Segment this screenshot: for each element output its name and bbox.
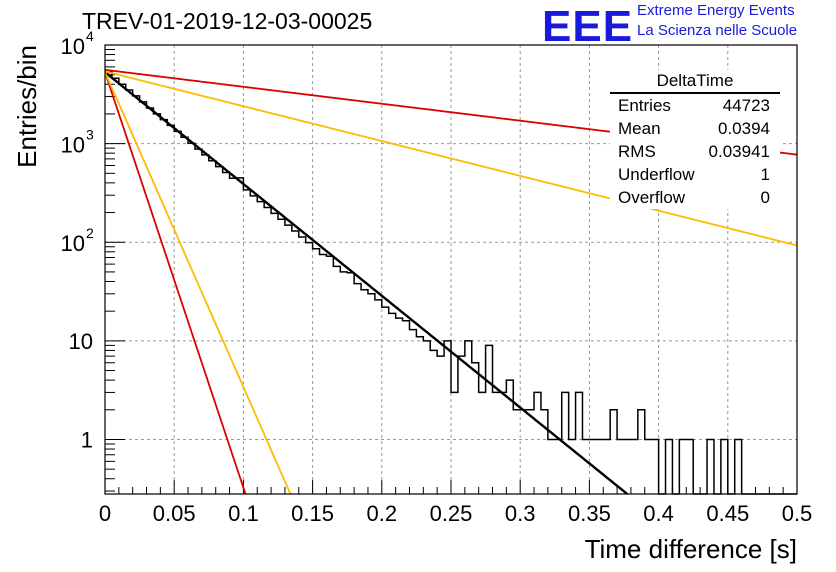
- logo-line-1: Extreme Energy Events: [637, 2, 795, 19]
- y-tick-label: 10: [61, 133, 85, 158]
- stats-value: 0.0394: [718, 119, 770, 138]
- x-axis-label: Time difference [s]: [585, 534, 797, 564]
- x-tick-label: 0.05: [153, 501, 196, 526]
- x-tick-label: 0.15: [291, 501, 334, 526]
- stats-box: DeltaTime Entries 44723 Mean 0.0394 RMS …: [610, 70, 780, 209]
- y-tick-exponent: 4: [86, 28, 94, 44]
- stats-row-entries: Entries 44723: [610, 94, 780, 117]
- stats-label: RMS: [618, 142, 656, 161]
- stats-row-underflow: Underflow 1: [610, 163, 780, 186]
- stats-label: Overflow: [618, 188, 686, 207]
- stats-label: Entries: [618, 96, 671, 115]
- stats-value: 0.03941: [708, 142, 770, 161]
- fit-curve-3: [105, 71, 247, 494]
- stats-label: Underflow: [618, 165, 695, 184]
- x-tick-label: 0.45: [706, 501, 749, 526]
- x-tick-label: 0.3: [505, 501, 536, 526]
- y-tick-label: 1: [81, 427, 93, 452]
- logo-line-2: La Scienza nelle Scuole: [637, 22, 798, 39]
- y-tick-exponent: 2: [86, 225, 94, 241]
- x-tick-label: 0.5: [782, 501, 813, 526]
- eee-logo: EEE: [542, 2, 634, 51]
- y-tick-label: 10: [61, 34, 85, 59]
- fit-curve-2: [105, 70, 797, 247]
- x-tick-label: 0: [99, 501, 111, 526]
- plot-frame: [104, 44, 798, 495]
- stats-row-rms: RMS 0.03941: [610, 140, 780, 163]
- stats-title: DeltaTime: [610, 70, 780, 94]
- x-tick-label: 0.4: [643, 501, 674, 526]
- y-axis-label: Entries/bin: [12, 45, 42, 168]
- fit-curve-0: [105, 71, 630, 494]
- chart-title: TREV-01-2019-12-03-00025: [82, 8, 373, 34]
- y-tick-label: 10: [69, 329, 93, 354]
- y-tick-label: 10: [61, 231, 85, 256]
- stats-row-mean: Mean 0.0394: [610, 117, 780, 140]
- stats-label: Mean: [618, 119, 661, 138]
- stats-value: 44723: [722, 96, 770, 115]
- x-tick-label: 0.2: [367, 501, 398, 526]
- stats-row-overflow: Overflow 0: [610, 186, 780, 209]
- x-tick-label: 0.1: [228, 501, 259, 526]
- fit-curve-4: [105, 71, 292, 494]
- x-tick-label: 0.35: [568, 501, 611, 526]
- stats-value: 1: [760, 165, 770, 184]
- y-tick-exponent: 3: [86, 127, 94, 143]
- x-tick-label: 0.25: [430, 501, 473, 526]
- stats-value: 0: [760, 188, 770, 207]
